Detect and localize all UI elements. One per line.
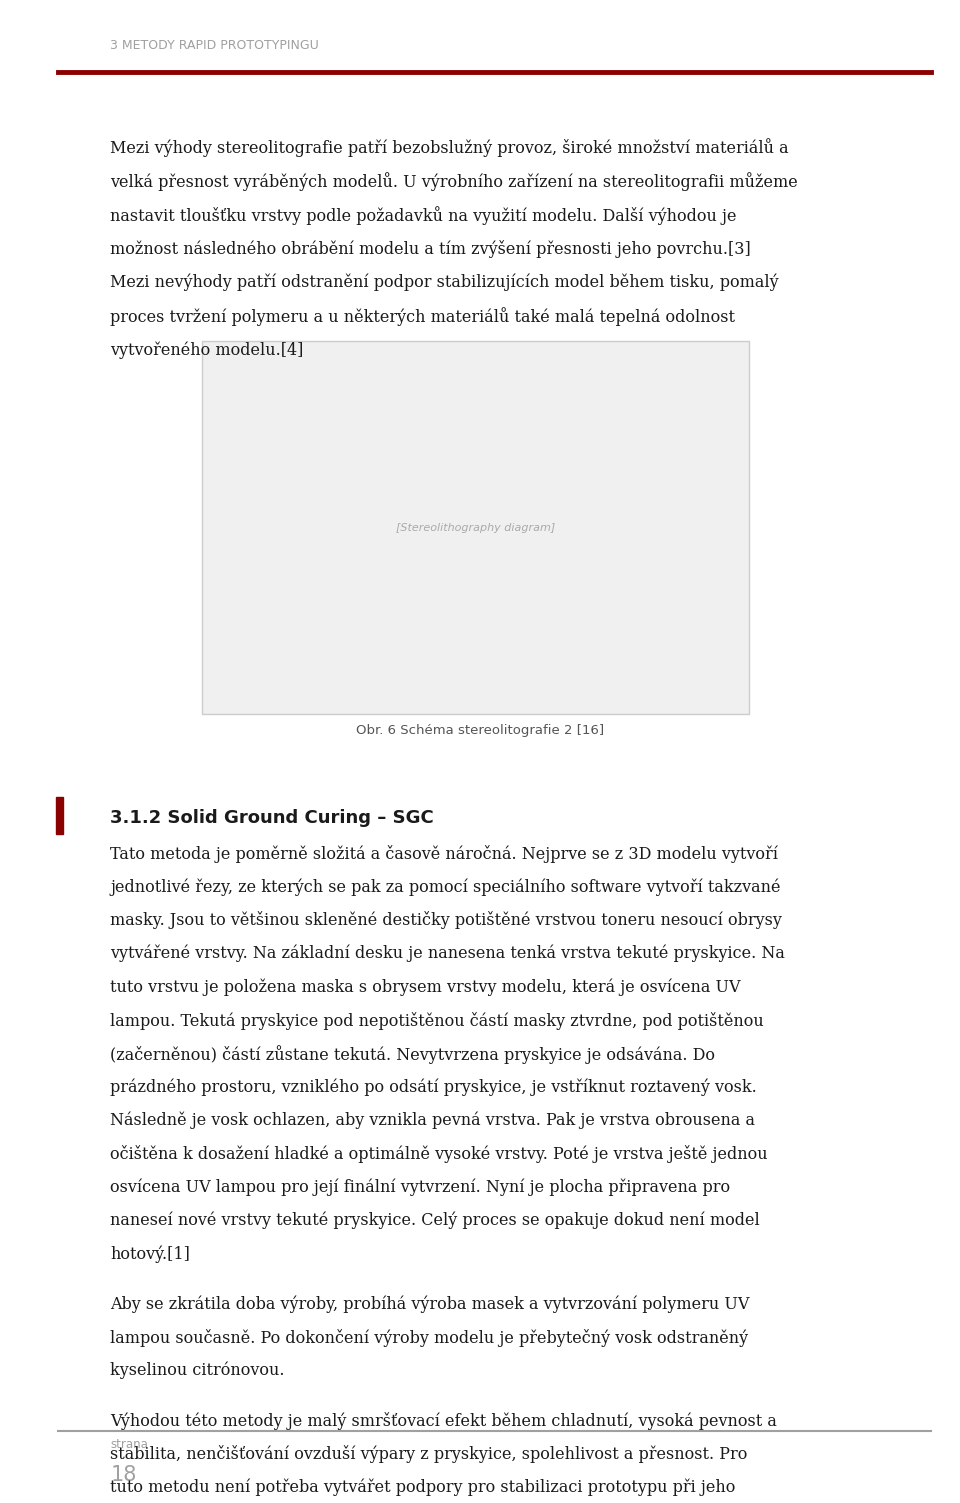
Text: Mezi výhody stereolitografie patří bezobslužný provoz, široké množství materiálů: Mezi výhody stereolitografie patří bezob… bbox=[110, 138, 789, 158]
Text: masky. Jsou to většinou skleněné destičky potištěné vrstvou toneru nesoucí obrys: masky. Jsou to většinou skleněné destičk… bbox=[110, 911, 782, 929]
Text: 18: 18 bbox=[110, 1465, 136, 1485]
Text: Následně je vosk ochlazen, aby vznikla pevná vrstva. Pak je vrstva obrousena a: Následně je vosk ochlazen, aby vznikla p… bbox=[110, 1112, 756, 1129]
Text: [Stereolithography diagram]: [Stereolithography diagram] bbox=[396, 523, 555, 532]
Text: stabilita, nenčišťování ovzduší výpary z pryskyice, spolehlivost a přesnost. Pro: stabilita, nenčišťování ovzduší výpary z… bbox=[110, 1446, 748, 1464]
Text: nastavit tloušťku vrstvy podle požadavků na využití modelu. Další výhodou je: nastavit tloušťku vrstvy podle požadavků… bbox=[110, 206, 737, 225]
Text: (začerněnou) částí zůstane tekutá. Nevytvrzena pryskyice je odsávána. Do: (začerněnou) částí zůstane tekutá. Nevyt… bbox=[110, 1045, 715, 1064]
Text: jednotlivé řezy, ze kterých se pak za pomocí speciálního software vytvoří takzva: jednotlivé řezy, ze kterých se pak za po… bbox=[110, 878, 780, 896]
Text: lampou současně. Po dokončení výroby modelu je přebytečný vosk odstraněný: lampou současně. Po dokončení výroby mod… bbox=[110, 1329, 749, 1347]
Text: 3.1.2 Solid Ground Curing – SGC: 3.1.2 Solid Ground Curing – SGC bbox=[110, 809, 434, 827]
Text: vytvořeného modelu.[4]: vytvořeného modelu.[4] bbox=[110, 341, 303, 359]
Text: Aby se zkrátila doba výroby, probíhá výroba masek a vytvrzování polymeru UV: Aby se zkrátila doba výroby, probíhá výr… bbox=[110, 1296, 750, 1312]
Text: 3 METODY RAPID PROTOTYPINGU: 3 METODY RAPID PROTOTYPINGU bbox=[110, 39, 319, 53]
Text: očištěna k dosažení hladké a optimálně vysoké vrstvy. Poté je vrstva ještě jedno: očištěna k dosažení hladké a optimálně v… bbox=[110, 1145, 768, 1163]
Text: hotový.[1]: hotový.[1] bbox=[110, 1244, 190, 1263]
Bar bbox=[56, 797, 63, 834]
Text: prázdného prostoru, vzniklého po odsátí pryskyice, je vstříknut roztavený vosk.: prázdného prostoru, vzniklého po odsátí … bbox=[110, 1078, 757, 1096]
Text: Tato metoda je poměrně složitá a časově náročná. Nejprve se z 3D modelu vytvoří: Tato metoda je poměrně složitá a časově … bbox=[110, 845, 779, 863]
Text: možnost následného obrábění modelu a tím zvýšení přesnosti jeho povrchu.[3]: možnost následného obrábění modelu a tím… bbox=[110, 239, 751, 257]
Text: Obr. 6 Schéma stereolitografie 2 [16]: Obr. 6 Schéma stereolitografie 2 [16] bbox=[356, 724, 604, 738]
Text: proces tvržení polymeru a u některých materiálů také malá tepelná odolnost: proces tvržení polymeru a u některých ma… bbox=[110, 307, 735, 326]
Text: tuto metodu není potřeba vytvářet podpory pro stabilizaci prototypu při jeho: tuto metodu není potřeba vytvářet podpor… bbox=[110, 1479, 735, 1495]
FancyBboxPatch shape bbox=[202, 341, 749, 714]
Text: tuto vrstvu je položena maska s obrysem vrstvy modelu, která je osvícena UV: tuto vrstvu je položena maska s obrysem … bbox=[110, 978, 741, 995]
Text: Mezi nevýhody patří odstranění podpor stabilizujících model během tisku, pomalý: Mezi nevýhody patří odstranění podpor st… bbox=[110, 274, 779, 292]
Text: kyselinou citrónovou.: kyselinou citrónovou. bbox=[110, 1362, 285, 1380]
Text: naneseí nové vrstvy tekuté pryskyice. Celý proces se opakuje dokud není model: naneseí nové vrstvy tekuté pryskyice. Ce… bbox=[110, 1211, 760, 1229]
Text: vytvářené vrstvy. Na základní desku je nanesena tenká vrstva tekuté pryskyice. N: vytvářené vrstvy. Na základní desku je n… bbox=[110, 945, 785, 962]
Text: Výhodou této metody je malý smršťovací efekt během chladnutí, vysoká pevnost a: Výhodou této metody je malý smršťovací e… bbox=[110, 1411, 778, 1429]
Text: lampou. Tekutá pryskyice pod nepotištěnou částí masky ztvrdne, pod potištěnou: lampou. Tekutá pryskyice pod nepotištěno… bbox=[110, 1012, 764, 1030]
Text: strana: strana bbox=[110, 1438, 148, 1452]
Text: velká přesnost vyráběných modelů. U výrobního zařízení na stereolitografii můžem: velká přesnost vyráběných modelů. U výro… bbox=[110, 171, 798, 191]
Text: osvícena UV lampou pro její finální vytvrzení. Nyní je plocha připravena pro: osvícena UV lampou pro její finální vytv… bbox=[110, 1178, 731, 1196]
